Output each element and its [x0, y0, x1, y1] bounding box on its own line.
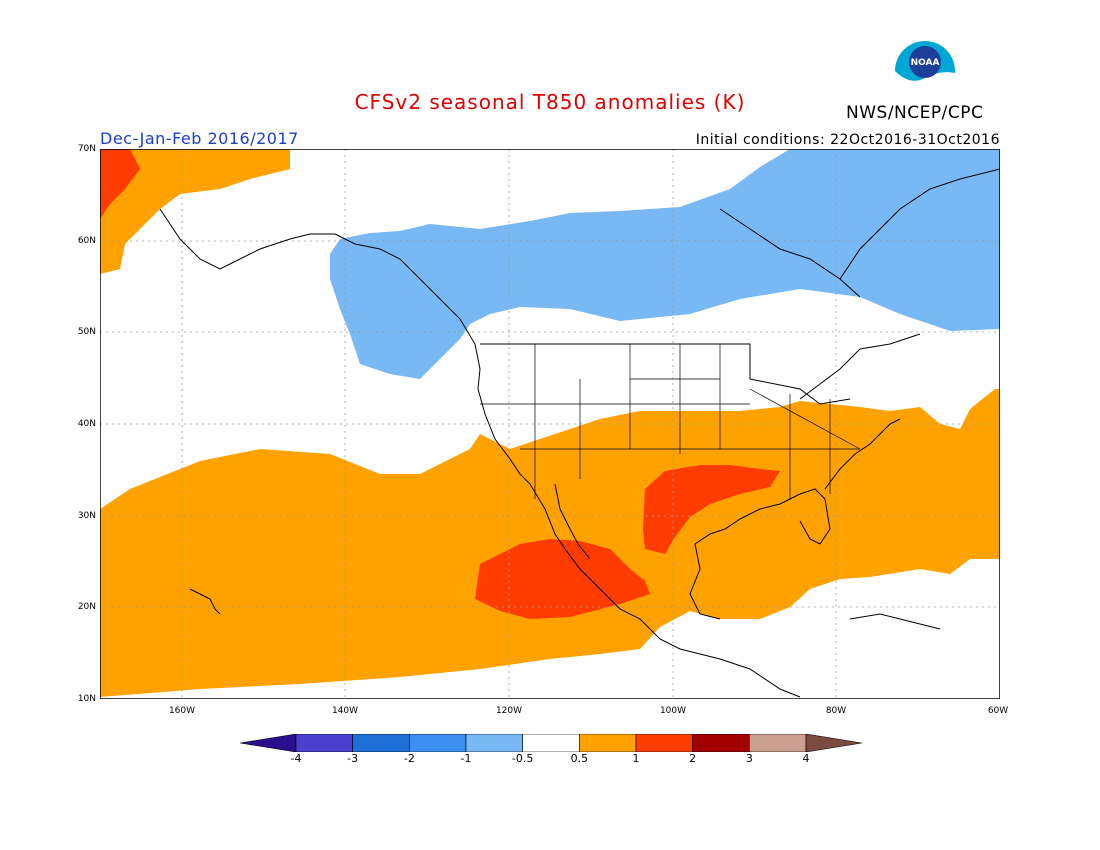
- positive-mid-region: [475, 539, 650, 619]
- colorbar-segment: [579, 734, 637, 752]
- lat-label-40n: 40N: [77, 419, 96, 429]
- season-label: Dec-Jan-Feb 2016/2017: [100, 129, 299, 148]
- lat-label-60n: 60N: [77, 236, 96, 246]
- colorbar-tick-label: -2: [403, 752, 415, 765]
- lon-label-140w: 140W: [331, 706, 359, 716]
- positive-mid-region: [643, 465, 780, 554]
- colorbar-tick-label: -3: [347, 752, 359, 765]
- positive-mid-region: [100, 149, 140, 219]
- colorbar-tick-label: 4: [802, 752, 810, 765]
- colorbar-tick-label: -4: [290, 752, 302, 765]
- positive-anomaly-region: [100, 149, 290, 274]
- colorbar-segment: [465, 734, 523, 752]
- colorbar-segment: [409, 734, 467, 752]
- coastlines: [159, 168, 1000, 698]
- lat-label-20n: 20N: [77, 602, 96, 612]
- colorbar-tick-label: 3: [745, 752, 753, 765]
- negative-anomaly-region: [330, 149, 1000, 379]
- colorbar-segment: [635, 734, 693, 752]
- lat-label-50n: 50N: [77, 327, 96, 337]
- colorbar-tick-label: -1: [460, 752, 472, 765]
- state-borders: [480, 344, 861, 499]
- colorbar-segment: [805, 734, 862, 752]
- logo-text: NOAA: [911, 58, 940, 68]
- lon-label-60w: 60W: [987, 706, 1009, 716]
- lat-label-70n: 70N: [77, 144, 96, 154]
- anomaly-map: [100, 149, 1000, 699]
- lon-label-120w: 120W: [495, 706, 523, 716]
- colorbar-segment: [692, 734, 750, 752]
- initial-conditions-label: Initial conditions: 22Oct2016-31Oct2016: [695, 132, 1000, 148]
- colorbar-tick-label: 2: [689, 752, 697, 765]
- lat-label-30n: 30N: [77, 511, 96, 521]
- lon-label-80w: 80W: [825, 706, 847, 716]
- lat-label-10n: 10N: [77, 694, 96, 704]
- noaa-logo: NOAA: [894, 41, 955, 102]
- colorbar-tick-label: -0.5: [511, 752, 534, 765]
- colorbar-segment: [749, 734, 807, 752]
- colorbar-tick-label: 0.5: [570, 752, 589, 765]
- lon-label-160w: 160W: [168, 706, 196, 716]
- map-title: CFSv2 seasonal T850 anomalies (K): [354, 90, 746, 114]
- colorbar-segment: [240, 734, 297, 752]
- lon-label-100w: 100W: [659, 706, 687, 716]
- colorbar-segment: [295, 734, 353, 752]
- colorbar-segment: [352, 734, 410, 752]
- org-label: NWS/NCEP/CPC: [846, 103, 984, 123]
- colorbar: [240, 734, 862, 752]
- colorbar-tick-label: 1: [632, 752, 640, 765]
- colorbar-segment: [522, 734, 580, 752]
